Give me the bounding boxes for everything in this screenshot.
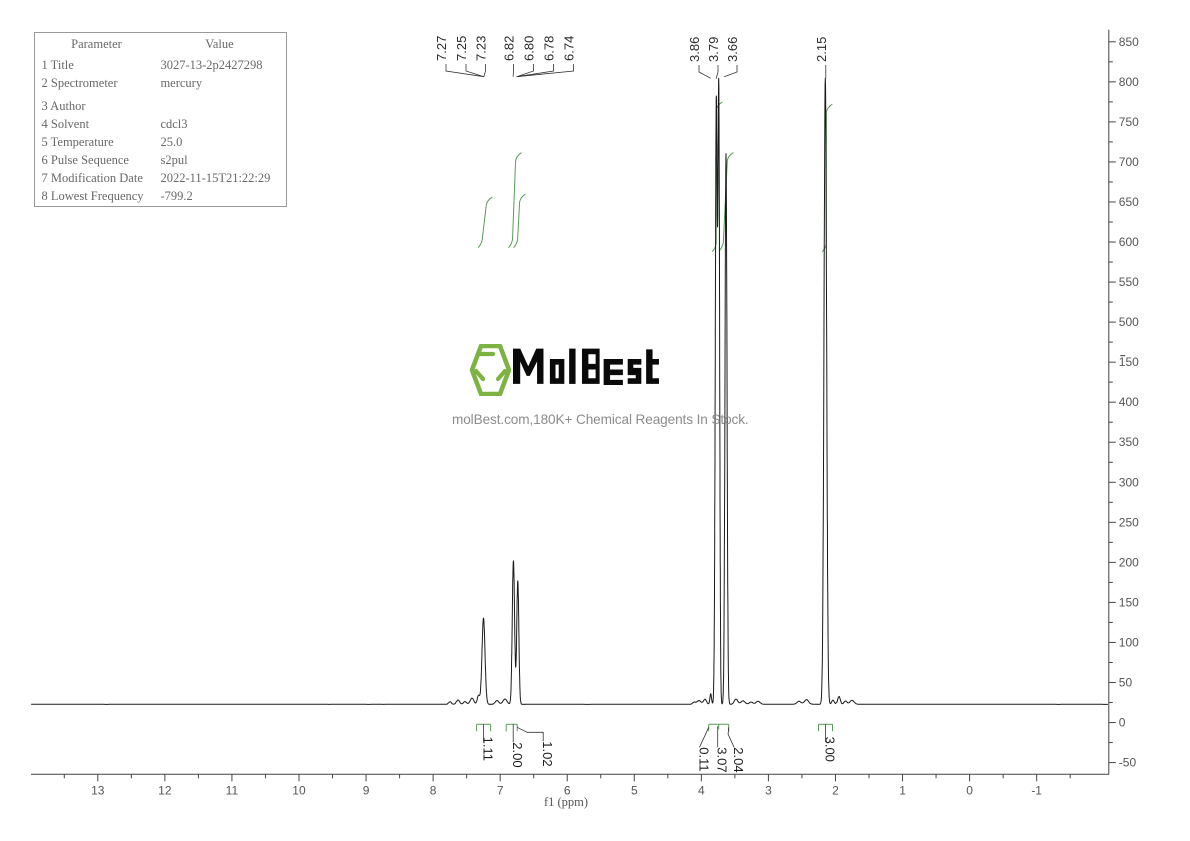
svg-text:750: 750 <box>1119 115 1139 129</box>
svg-text:550: 550 <box>1119 275 1139 289</box>
svg-text:3.66: 3.66 <box>725 37 740 62</box>
svg-text:100: 100 <box>1119 635 1139 649</box>
svg-text:600: 600 <box>1119 235 1139 249</box>
svg-text:11: 11 <box>226 783 239 797</box>
svg-text:1: 1 <box>899 783 906 797</box>
svg-text:3.00: 3.00 <box>823 737 838 762</box>
svg-text:350: 350 <box>1119 435 1139 449</box>
svg-text:400: 400 <box>1119 395 1139 409</box>
svg-text:1.02: 1.02 <box>540 741 555 766</box>
svg-text:800: 800 <box>1119 75 1139 89</box>
svg-text:0.11: 0.11 <box>697 747 712 771</box>
svg-text:4: 4 <box>698 783 705 797</box>
svg-text:6.74: 6.74 <box>562 36 577 61</box>
svg-text:12: 12 <box>158 783 172 797</box>
svg-text:10: 10 <box>292 783 306 797</box>
svg-text:2.15: 2.15 <box>814 37 829 62</box>
svg-text:850: 850 <box>1119 35 1139 49</box>
svg-text:150: 150 <box>1119 595 1139 609</box>
svg-text:3.79: 3.79 <box>706 37 721 62</box>
svg-text:3: 3 <box>765 783 772 797</box>
svg-text:9: 9 <box>363 783 370 797</box>
svg-text:250: 250 <box>1119 515 1139 529</box>
svg-text:5: 5 <box>631 783 638 797</box>
svg-text:3.86: 3.86 <box>687 37 702 62</box>
svg-text:200: 200 <box>1119 555 1139 569</box>
svg-text:1.11: 1.11 <box>481 737 496 761</box>
svg-text:7.27: 7.27 <box>434 36 449 61</box>
svg-text:0: 0 <box>966 783 973 797</box>
svg-text:300: 300 <box>1119 475 1139 489</box>
svg-text:13: 13 <box>91 783 105 797</box>
svg-text:f1 (ppm): f1 (ppm) <box>544 795 588 809</box>
svg-text:8: 8 <box>430 783 437 797</box>
svg-text:-1: -1 <box>1031 783 1042 797</box>
svg-text:7: 7 <box>497 783 504 797</box>
svg-text:2.04: 2.04 <box>731 747 746 772</box>
svg-text:500: 500 <box>1119 315 1139 329</box>
svg-text:7.25: 7.25 <box>454 36 469 61</box>
svg-text:2: 2 <box>832 783 839 797</box>
svg-text:150: 150 <box>1119 355 1139 369</box>
svg-text:650: 650 <box>1119 195 1139 209</box>
svg-text:50: 50 <box>1119 676 1133 690</box>
svg-text:-50: -50 <box>1119 756 1137 770</box>
svg-text:7.23: 7.23 <box>474 36 489 61</box>
svg-text:6.82: 6.82 <box>502 36 517 61</box>
svg-text:6.80: 6.80 <box>522 36 537 61</box>
svg-text:0: 0 <box>1119 716 1126 730</box>
svg-text:3.07: 3.07 <box>715 747 730 772</box>
svg-text:700: 700 <box>1119 155 1139 169</box>
svg-text:6.78: 6.78 <box>542 36 557 61</box>
svg-text:2.00: 2.00 <box>510 742 525 767</box>
